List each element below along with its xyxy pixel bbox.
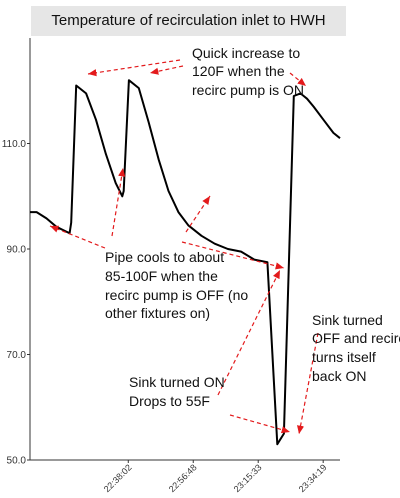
x-tick-label: 23:15:33: [232, 462, 264, 494]
annotation-text: OFF and recirc: [312, 330, 400, 346]
annotation-arrow: [149, 65, 184, 75]
annotation-arrow: [111, 167, 126, 237]
annotation-arrow: [229, 414, 291, 434]
annotation-arrow: [185, 195, 211, 233]
chart-title: Temperature of recirculation inlet to HW…: [51, 12, 326, 29]
annotation-text: Sink turned ON: [129, 374, 225, 390]
annotation-text: 85-100F when the: [105, 268, 218, 284]
annotation-text: 120F when the: [192, 63, 285, 79]
annotation-text: recirc pump is ON: [192, 82, 304, 98]
x-tick-label: 22:56:48: [167, 462, 199, 494]
annotation-arrow: [297, 332, 319, 435]
annotation-text: back ON: [312, 368, 366, 384]
y-tick-label: 70.0: [7, 350, 27, 361]
annotation-arrow: [289, 72, 307, 87]
annotation-text: Drops to 55F: [129, 393, 210, 409]
annotation-text: Sink turned: [312, 312, 383, 328]
chart-title-bar: Temperature of recirculation inlet to HW…: [31, 6, 346, 36]
y-tick-label: 90.0: [7, 245, 27, 256]
y-tick-label: 110.0: [2, 139, 27, 150]
y-tick-label: 50.0: [7, 456, 27, 467]
annotation-arrow: [217, 269, 281, 396]
annotation-arrow: [87, 59, 181, 77]
annotation-arrow: [49, 225, 106, 249]
annotation-text: recirc pump is OFF (no: [105, 287, 248, 303]
annotation-text: Pipe cools to about: [105, 249, 224, 265]
x-tick-label: 23:34:19: [297, 462, 329, 494]
x-tick-label: 22:38:02: [102, 462, 134, 494]
temperature-line: [30, 79, 341, 446]
annotation-arrow: [181, 241, 285, 270]
annotation-text: Quick increase to: [192, 45, 300, 61]
annotation-text: turns itself: [312, 349, 376, 365]
annotation-text: other fixtures on): [105, 305, 210, 321]
